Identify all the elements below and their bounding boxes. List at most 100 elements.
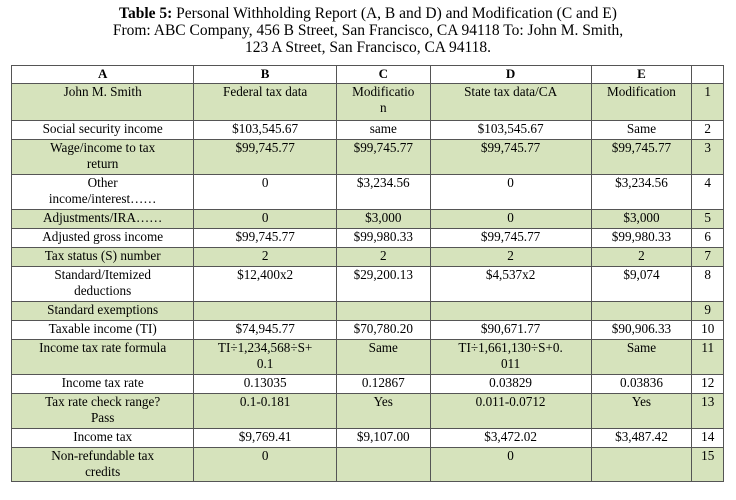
cell-b: $12,400x2 — [193, 266, 337, 302]
cell-b: TI÷1,234,568÷S+ 0.1 — [193, 339, 337, 375]
table-row: Income tax rate formula TI÷1,234,568÷S+ 0… — [10, 339, 724, 375]
cell-d: $103,545.67 — [429, 120, 592, 140]
cell-a: Tax rate check range? Pass — [10, 393, 195, 429]
table-row: Wage/income to tax return $99,745.77 $99,7… — [10, 139, 724, 175]
table-row: Income tax $9,769.41 $9,107.00 $3,472.02 $3,… — [10, 428, 724, 448]
cell-b: 0.13035 — [193, 374, 337, 394]
cell-e: $9,074 — [590, 266, 693, 302]
cell-row-number: 11 — [691, 339, 724, 375]
cell-row-number: 1 — [691, 83, 724, 121]
cell-a: Other income/interest…… — [10, 174, 195, 210]
cell-a: Adjusted gross income — [10, 228, 195, 248]
column-header-c: C — [335, 65, 431, 84]
table-row: Income tax rate 0.13035 0.12867 0.03829 0.03… — [10, 374, 724, 394]
cell-c: $9,107.00 — [335, 428, 431, 448]
table-row: Taxable income (TI) $74,945.77 $70,780.20 $… — [10, 320, 724, 340]
cell-d: 0.03829 — [429, 374, 592, 394]
cell-c: $3,000 — [335, 209, 431, 229]
cell-e: Yes — [590, 393, 693, 429]
table-row: Adjustments/IRA…… 0 $3,000 0 $3,000 5 — [10, 209, 724, 229]
cell-a: Income tax rate formula — [10, 339, 195, 375]
cell-row-number: 5 — [691, 209, 724, 229]
cell-a: Income tax rate — [10, 374, 195, 394]
cell-row-number: 8 — [691, 266, 724, 302]
cell-e: Same — [590, 120, 693, 140]
cell-e: $99,745.77 — [590, 139, 693, 175]
table-label: Table 5: — [119, 5, 173, 22]
cell-b: 0 — [193, 209, 337, 229]
cell-d: $99,745.77 — [429, 139, 592, 175]
cell-row-number: 4 — [691, 174, 724, 210]
cell-d: $3,472.02 — [429, 428, 592, 448]
cell-e: $90,906.33 — [590, 320, 693, 340]
table-row: Other income/interest…… 0 $3,234.56 0 $3,234… — [10, 174, 724, 210]
table-body: John M. Smith Federal tax data Modificatio… — [10, 83, 724, 482]
cell-a: Adjustments/IRA…… — [10, 209, 195, 229]
cell-row-number: 6 — [691, 228, 724, 248]
cell-c: 2 — [335, 247, 431, 267]
cell-b: 0 — [193, 447, 337, 482]
cell-b: 0.1-0.181 — [193, 393, 337, 429]
cell-e: $3,487.42 — [590, 428, 693, 448]
cell-d: $99,745.77 — [429, 228, 592, 248]
cell-row-number: 12 — [691, 374, 724, 394]
cell-b: $99,745.77 — [193, 228, 337, 248]
cell-d: 0 — [429, 209, 592, 229]
column-header-b: B — [193, 65, 337, 84]
cell-row-number: 10 — [691, 320, 724, 340]
cell-a: Social security income — [10, 120, 195, 140]
cell-e: $99,980.33 — [590, 228, 693, 248]
cell-d: 0 — [429, 174, 592, 210]
cell-a: John M. Smith — [10, 83, 195, 121]
cell-b: $74,945.77 — [193, 320, 337, 340]
cell-c: $3,234.56 — [335, 174, 431, 210]
cell-e: 0.03836 — [590, 374, 693, 394]
cell-a: Wage/income to tax return — [10, 139, 195, 175]
cell-b: 2 — [193, 247, 337, 267]
column-header-row-number — [691, 65, 724, 84]
caption-line-3: 123 A Street, San Francisco, CA 94118. — [244, 39, 492, 56]
cell-d: $90,671.77 — [429, 320, 592, 340]
cell-row-number: 13 — [691, 393, 724, 429]
cell-a: Standard/Itemized deductions — [10, 266, 195, 302]
cell-a: Taxable income (TI) — [10, 320, 195, 340]
cell-row-number: 14 — [691, 428, 724, 448]
cell-row-number: 9 — [691, 301, 724, 321]
cell-row-number: 7 — [691, 247, 724, 267]
table-row: John M. Smith Federal tax data Modificatio… — [10, 83, 724, 121]
cell-d: State tax data/CA — [429, 83, 592, 121]
cell-c: 0.12867 — [335, 374, 431, 394]
cell-a: Standard exemptions — [10, 301, 195, 321]
column-header-e: E — [590, 65, 693, 84]
caption-line-2: From: ABC Company, 456 B Street, San Fra… — [112, 22, 624, 39]
cell-d: 0.011-0.0712 — [429, 393, 592, 429]
cell-b: $9,769.41 — [193, 428, 337, 448]
cell-d — [429, 301, 592, 321]
table-caption: Table 5: Personal Withholding Report (A,… — [0, 0, 736, 59]
cell-e: Same — [590, 339, 693, 375]
cell-e: 2 — [590, 247, 693, 267]
cell-row-number: 15 — [691, 447, 724, 482]
cell-c: Yes — [335, 393, 431, 429]
column-header-d: D — [429, 65, 592, 84]
cell-d: $4,537x2 — [429, 266, 592, 302]
cell-a: Non-refundable tax credits — [10, 447, 195, 482]
cell-c: $70,780.20 — [335, 320, 431, 340]
table-row: Standard exemptions 9 — [10, 301, 724, 321]
cell-a: Tax status (S) number — [10, 247, 195, 267]
column-header-a: A — [10, 65, 195, 84]
cell-e — [590, 301, 693, 321]
cell-c: Modificatio n — [335, 83, 431, 121]
cell-e: $3,000 — [590, 209, 693, 229]
cell-c: Same — [335, 339, 431, 375]
table-row: Standard/Itemized deductions $12,400x2 $29… — [10, 266, 724, 302]
cell-d: 0 — [429, 447, 592, 482]
cell-b: Federal tax data — [193, 83, 337, 121]
table-row: Non-refundable tax credits 0 0 15 — [10, 447, 724, 482]
caption-title: Personal Withholding Report (A, B and D)… — [176, 5, 617, 22]
cell-d: 2 — [429, 247, 592, 267]
table-row: Tax rate check range? Pass 0.1-0.181 Yes 0.… — [10, 393, 724, 429]
table-row: Social security income $103,545.67 same $10… — [10, 120, 724, 140]
cell-d: TI÷1,661,130÷S+0. 011 — [429, 339, 592, 375]
column-header-row: A B C D E — [10, 65, 724, 84]
